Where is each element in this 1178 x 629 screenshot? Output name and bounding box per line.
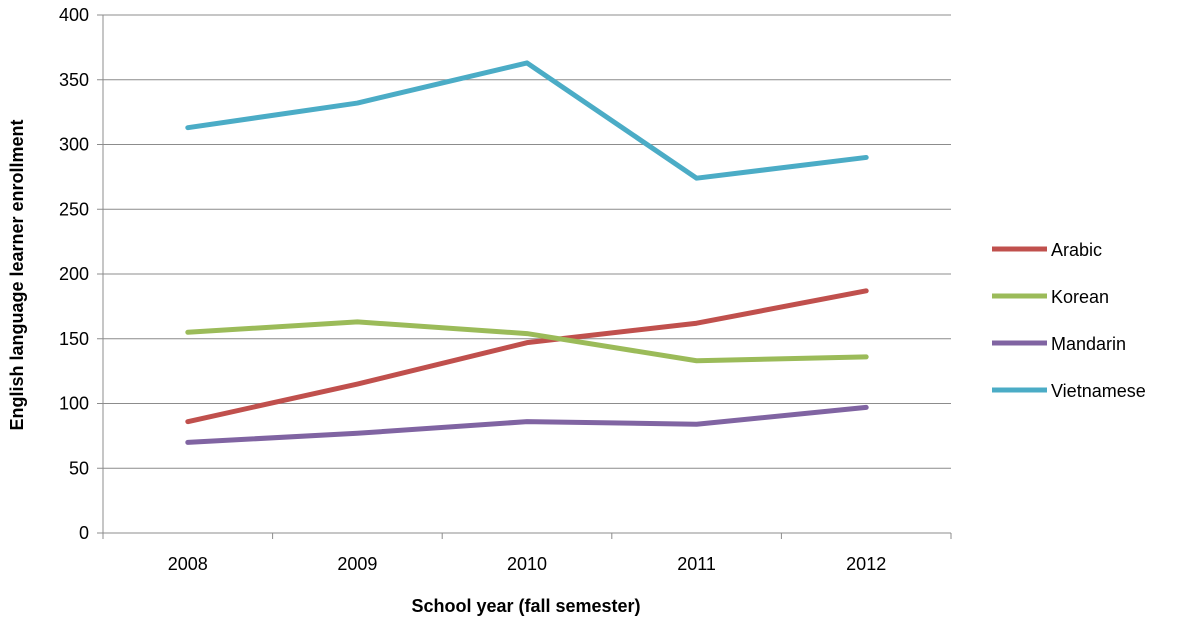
series-lines	[188, 63, 867, 443]
y-tick-labels: 0 50 100 150 200 250 300 350 400	[59, 5, 89, 543]
axes	[97, 15, 951, 539]
gridlines	[103, 15, 951, 468]
legend-label-arabic: Arabic	[1051, 240, 1102, 260]
y-tick-label: 400	[59, 5, 89, 25]
legend-label-korean: Korean	[1051, 287, 1109, 307]
x-axis-title: School year (fall semester)	[411, 596, 640, 616]
y-tick-label: 350	[59, 70, 89, 90]
y-tick-label: 100	[59, 394, 89, 414]
x-tick-label: 2008	[168, 554, 208, 574]
y-tick-label: 150	[59, 329, 89, 349]
y-tick-label: 300	[59, 135, 89, 155]
y-tick-label: 50	[69, 458, 89, 478]
legend: Arabic Korean Mandarin Vietnamese	[992, 240, 1146, 401]
legend-label-vietnamese: Vietnamese	[1051, 381, 1146, 401]
x-tick-label: 2011	[677, 554, 716, 574]
series-line-mandarin	[188, 407, 866, 442]
x-tick-label: 2010	[507, 554, 547, 574]
series-line-arabic	[188, 291, 866, 422]
y-tick-label: 200	[59, 264, 89, 284]
y-axis-title: English language learner enrollment	[7, 119, 27, 430]
y-tick-label: 0	[79, 523, 89, 543]
y-tick-label: 250	[59, 199, 89, 219]
legend-label-mandarin: Mandarin	[1051, 334, 1126, 354]
x-tick-label: 2009	[337, 554, 377, 574]
x-tick-label: 2012	[846, 554, 886, 574]
x-tick-labels: 2008 2009 2010 2011 2012	[168, 554, 886, 574]
